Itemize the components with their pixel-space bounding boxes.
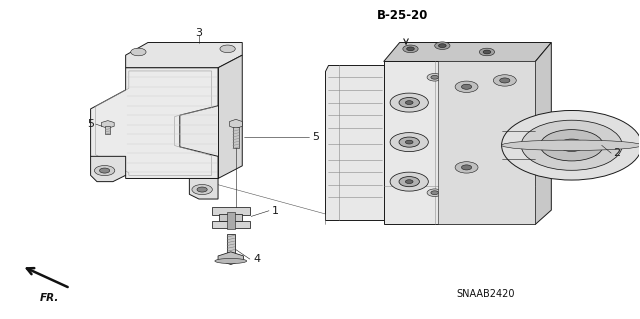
Circle shape: [405, 180, 413, 183]
Polygon shape: [384, 42, 551, 62]
Circle shape: [399, 177, 419, 187]
Circle shape: [500, 78, 510, 83]
Bar: [384, 62, 536, 224]
Circle shape: [438, 44, 446, 48]
Circle shape: [405, 101, 413, 105]
Bar: [233, 127, 239, 148]
Bar: [105, 126, 110, 134]
Bar: [227, 234, 235, 260]
Circle shape: [427, 73, 442, 81]
Circle shape: [390, 133, 428, 152]
Polygon shape: [325, 65, 384, 219]
Polygon shape: [536, 42, 551, 224]
Ellipse shape: [502, 140, 640, 151]
Circle shape: [100, 168, 109, 173]
Circle shape: [461, 84, 472, 89]
Circle shape: [192, 184, 212, 195]
Bar: [220, 214, 243, 221]
Bar: [212, 220, 250, 228]
Bar: [227, 212, 235, 229]
Circle shape: [220, 45, 236, 53]
Circle shape: [403, 45, 418, 53]
Polygon shape: [125, 42, 243, 68]
Circle shape: [521, 120, 622, 170]
Circle shape: [399, 137, 419, 147]
Circle shape: [427, 189, 442, 197]
Polygon shape: [230, 119, 243, 129]
Circle shape: [95, 166, 115, 176]
Bar: [212, 207, 250, 215]
Circle shape: [435, 42, 450, 49]
Circle shape: [493, 75, 516, 86]
Circle shape: [405, 140, 413, 144]
Polygon shape: [189, 178, 218, 199]
Circle shape: [406, 47, 414, 51]
Circle shape: [455, 162, 478, 173]
Text: 5: 5: [87, 119, 94, 129]
Text: 4: 4: [253, 254, 260, 264]
Polygon shape: [125, 68, 218, 178]
Circle shape: [540, 130, 604, 161]
Circle shape: [559, 139, 584, 152]
Text: 2: 2: [613, 148, 620, 158]
Text: B-25-20: B-25-20: [377, 9, 429, 22]
Text: 1: 1: [272, 206, 279, 216]
Circle shape: [455, 81, 478, 93]
Circle shape: [390, 172, 428, 191]
Polygon shape: [101, 121, 114, 128]
Circle shape: [131, 48, 146, 56]
Circle shape: [479, 48, 495, 56]
Circle shape: [483, 50, 491, 54]
Circle shape: [502, 110, 640, 180]
Text: SNAAB2420: SNAAB2420: [456, 289, 515, 299]
Polygon shape: [218, 252, 244, 264]
Circle shape: [431, 191, 438, 195]
Text: FR.: FR.: [40, 293, 59, 303]
Polygon shape: [91, 68, 218, 178]
Text: 3: 3: [195, 28, 202, 38]
Ellipse shape: [215, 258, 246, 263]
Circle shape: [197, 187, 207, 192]
Text: 5: 5: [312, 132, 319, 142]
Polygon shape: [91, 156, 125, 182]
Polygon shape: [218, 55, 243, 178]
Circle shape: [431, 75, 438, 79]
Circle shape: [390, 93, 428, 112]
Circle shape: [399, 98, 419, 108]
Circle shape: [461, 165, 472, 170]
Polygon shape: [438, 62, 536, 224]
